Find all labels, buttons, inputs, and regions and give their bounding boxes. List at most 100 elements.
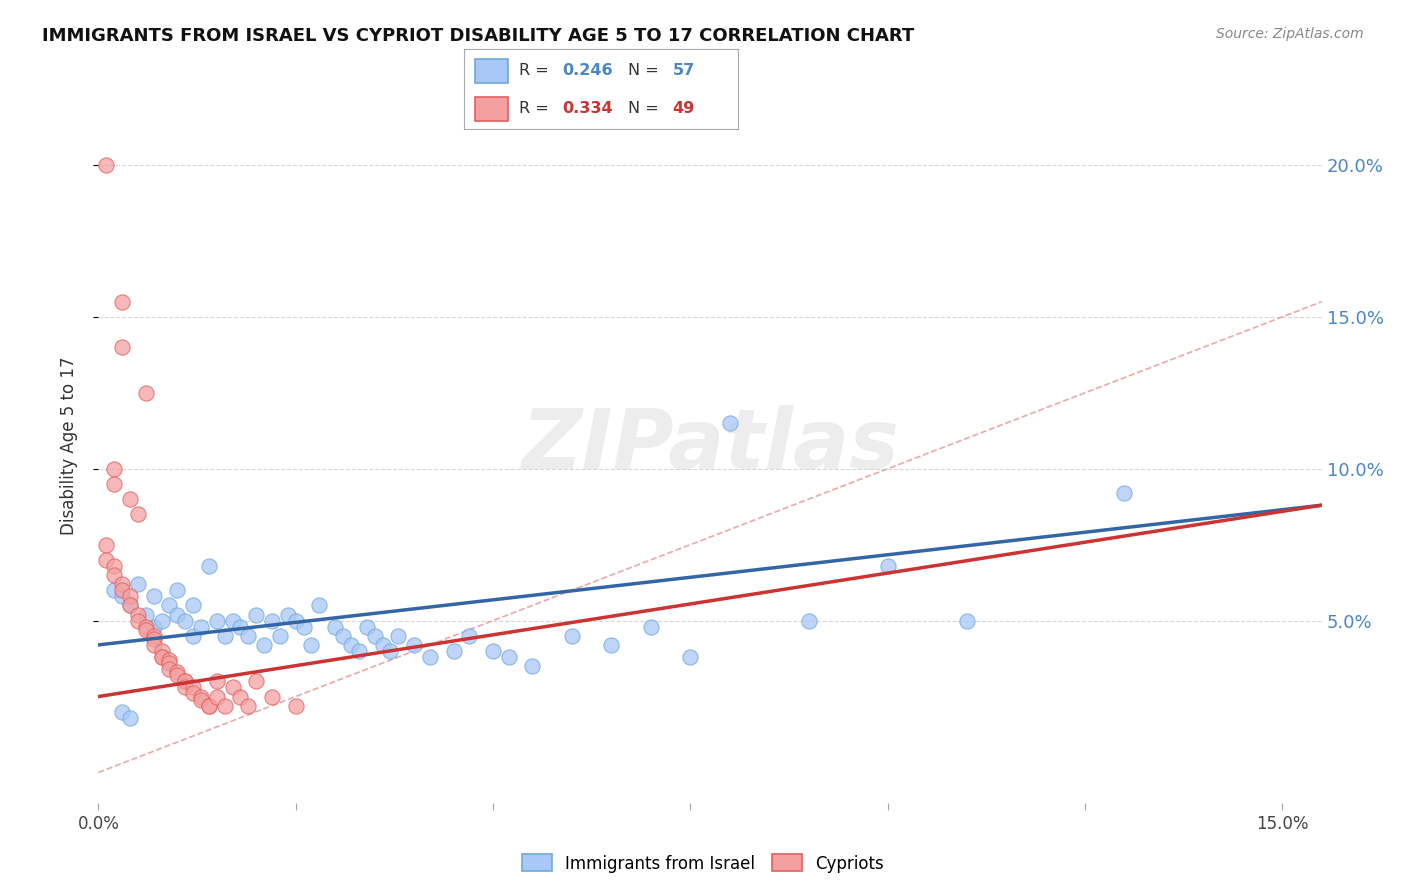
Point xyxy=(419,650,441,665)
Point xyxy=(260,690,283,704)
Point xyxy=(363,629,385,643)
Legend: Immigrants from Israel, Cypriots: Immigrants from Israel, Cypriots xyxy=(515,847,891,880)
Point xyxy=(190,620,212,634)
Point xyxy=(356,620,378,634)
Point xyxy=(347,644,370,658)
Point xyxy=(876,558,898,573)
Point xyxy=(323,620,346,634)
Point xyxy=(269,629,291,643)
Point xyxy=(221,681,243,695)
Point xyxy=(214,629,236,643)
Text: 49: 49 xyxy=(672,101,695,116)
FancyBboxPatch shape xyxy=(475,59,508,83)
Point xyxy=(205,690,228,704)
Point xyxy=(229,690,252,704)
Point xyxy=(797,614,820,628)
Text: ZIPatlas: ZIPatlas xyxy=(522,406,898,486)
Point xyxy=(103,568,125,582)
Point xyxy=(150,644,173,658)
Point xyxy=(238,698,260,713)
Point xyxy=(174,674,197,689)
Text: IMMIGRANTS FROM ISRAEL VS CYPRIOT DISABILITY AGE 5 TO 17 CORRELATION CHART: IMMIGRANTS FROM ISRAEL VS CYPRIOT DISABI… xyxy=(42,27,914,45)
Point xyxy=(127,614,149,628)
Point xyxy=(135,623,157,637)
Point xyxy=(198,558,221,573)
Point xyxy=(111,340,134,354)
Point xyxy=(253,638,276,652)
Point xyxy=(181,629,204,643)
Text: Source: ZipAtlas.com: Source: ZipAtlas.com xyxy=(1216,27,1364,41)
Y-axis label: Disability Age 5 to 17: Disability Age 5 to 17 xyxy=(59,357,77,535)
Point xyxy=(522,659,544,673)
Text: 0.334: 0.334 xyxy=(562,101,613,116)
Point xyxy=(679,650,702,665)
Point xyxy=(135,607,157,622)
Point xyxy=(245,607,267,622)
FancyBboxPatch shape xyxy=(475,97,508,121)
Point xyxy=(103,583,125,598)
Point xyxy=(371,638,394,652)
Point xyxy=(190,692,212,706)
Point xyxy=(96,538,118,552)
Point xyxy=(640,620,662,634)
Point xyxy=(111,294,134,309)
Point xyxy=(482,644,505,658)
Point xyxy=(118,492,141,507)
Point xyxy=(159,599,181,613)
Point xyxy=(159,653,181,667)
Point xyxy=(142,629,165,643)
Point xyxy=(955,614,977,628)
Point xyxy=(96,158,118,172)
Point xyxy=(174,614,197,628)
Point xyxy=(284,614,307,628)
Point xyxy=(198,698,221,713)
Point xyxy=(205,674,228,689)
Point xyxy=(135,620,157,634)
Point xyxy=(111,705,134,719)
Point xyxy=(181,599,204,613)
Point xyxy=(387,629,409,643)
Point xyxy=(118,599,141,613)
Point xyxy=(198,698,221,713)
Point xyxy=(214,698,236,713)
Point xyxy=(245,674,267,689)
Text: N =: N = xyxy=(628,63,665,78)
Point xyxy=(340,638,363,652)
Point xyxy=(380,644,402,658)
Point xyxy=(1114,486,1136,500)
Point xyxy=(260,614,283,628)
Point xyxy=(118,599,141,613)
Point xyxy=(229,620,252,634)
Point xyxy=(221,614,243,628)
Point xyxy=(159,662,181,676)
Point xyxy=(166,583,188,598)
Point xyxy=(190,690,212,704)
Point xyxy=(103,462,125,476)
Point xyxy=(142,632,165,646)
Point xyxy=(174,674,197,689)
Point xyxy=(181,681,204,695)
Point xyxy=(127,508,149,522)
Point xyxy=(150,650,173,665)
Point xyxy=(277,607,299,622)
Point xyxy=(142,620,165,634)
Point xyxy=(118,711,141,725)
Point xyxy=(111,590,134,604)
Point xyxy=(118,590,141,604)
Point xyxy=(150,650,173,665)
Text: N =: N = xyxy=(628,101,665,116)
Text: 0.246: 0.246 xyxy=(562,63,613,78)
Point xyxy=(238,629,260,643)
Point xyxy=(292,620,315,634)
Point xyxy=(332,629,354,643)
Point xyxy=(205,614,228,628)
Point xyxy=(111,583,134,598)
Point xyxy=(498,650,520,665)
Point xyxy=(103,558,125,573)
Point xyxy=(600,638,623,652)
Point xyxy=(166,665,188,680)
Point xyxy=(135,385,157,400)
Point xyxy=(103,477,125,491)
Point xyxy=(404,638,426,652)
Point xyxy=(561,629,583,643)
